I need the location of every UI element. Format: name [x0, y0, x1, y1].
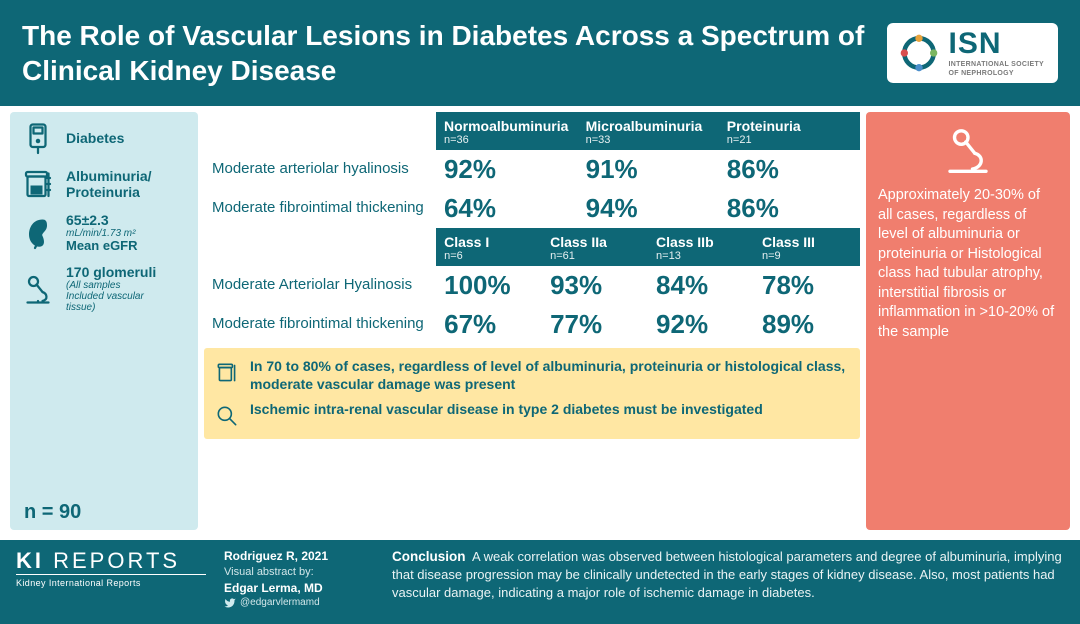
cell-value: 77%: [542, 305, 648, 344]
callout-item: In 70 to 80% of cases, regardless of lev…: [214, 354, 850, 397]
row-label: Moderate fibrointimal thickening: [204, 305, 436, 344]
ki-reports-logo: KI REPORTS Kidney International Reports: [16, 548, 206, 588]
glomeruli-note2: Included vascular: [66, 291, 156, 302]
table-row: Moderate Arteriolar Hyalinosis 100% 93% …: [204, 266, 860, 305]
cell-value: 100%: [436, 266, 542, 305]
right-panel: Approximately 20-30% of all cases, regar…: [866, 112, 1070, 530]
twitter-handle: @edgarvlermamd: [224, 596, 320, 610]
sidebar-label: Diabetes: [66, 130, 124, 146]
col-name: Normoalbuminuria: [444, 118, 568, 134]
col-name: Proteinuria: [727, 118, 801, 134]
table-row: Moderate fibrointimal thickening 67% 77%…: [204, 305, 860, 344]
credits: Rodriguez R, 2021 Visual abstract by: Ed…: [224, 548, 374, 614]
col-name: Class III: [762, 234, 815, 250]
col-n: n=13: [656, 250, 746, 262]
center-panel: Normoalbuminurian=36 Microalbuminurian=3…: [204, 112, 860, 530]
table-row: Moderate fibrointimal thickening 64% 94%…: [204, 189, 860, 228]
callout-text: In 70 to 80% of cases, regardless of lev…: [250, 358, 850, 393]
urine-cup-icon: [214, 360, 240, 386]
conclusion-label: Conclusion: [392, 549, 466, 564]
cell-value: 92%: [648, 305, 754, 344]
isn-logo: ISN INTERNATIONAL SOCIETY OF NEPHROLOGY: [887, 23, 1059, 83]
isn-logo-sub1: INTERNATIONAL SOCIETY: [949, 61, 1045, 68]
col-n: n=33: [586, 134, 711, 146]
table-header-row: Normoalbuminurian=36 Microalbuminurian=3…: [204, 112, 860, 150]
egfr-label: Mean eGFR: [66, 239, 138, 254]
glomeruli-value: 170 glomeruli: [66, 264, 156, 280]
col-name: Class I: [444, 234, 489, 250]
col-name: Class IIa: [550, 234, 607, 250]
table-histological-class: Class In=6 Class IIan=61 Class IIbn=13 C…: [204, 228, 860, 344]
callout-item: Ischemic intra-renal vascular disease in…: [214, 397, 850, 433]
cell-value: 84%: [648, 266, 754, 305]
magnifier-icon: [214, 403, 240, 429]
sample-size: n = 90: [20, 501, 188, 524]
glucometer-icon: [20, 120, 56, 156]
glomeruli-note1: (All samples: [66, 280, 156, 291]
egfr-value: 65±2.3: [66, 212, 138, 228]
cell-value: 78%: [754, 266, 860, 305]
sidebar-item-albuminuria: Albuminuria/ Proteinuria: [20, 166, 188, 202]
sidebar-label: Albuminuria/ Proteinuria: [66, 168, 188, 200]
conclusion: Conclusion A weak correlation was observ…: [392, 548, 1064, 601]
col-name: Class IIb: [656, 234, 714, 250]
isn-logo-sub2: OF NEPHROLOGY: [949, 70, 1045, 77]
col-n: n=9: [762, 250, 852, 262]
cell-value: 94%: [578, 189, 719, 228]
col-name: Microalbuminuria: [586, 118, 703, 134]
twitter-text: @edgarvlermamd: [240, 596, 320, 610]
sidebar: Diabetes Albuminuria/ Proteinuria: [10, 112, 198, 530]
header: The Role of Vascular Lesions in Diabetes…: [0, 0, 1080, 106]
microscope-icon: [941, 124, 995, 178]
cell-value: 92%: [436, 150, 578, 189]
row-label: Moderate arteriolar hyalinosis: [204, 150, 436, 189]
ki-subtitle: Kidney International Reports: [16, 574, 206, 588]
row-label: Moderate fibrointimal thickening: [204, 189, 436, 228]
conclusion-text: A weak correlation was observed between …: [392, 549, 1062, 600]
table-header-row: Class In=6 Class IIan=61 Class IIbn=13 C…: [204, 228, 860, 266]
isn-logo-icon: [897, 31, 941, 75]
cell-value: 64%: [436, 189, 578, 228]
right-text: Approximately 20-30% of all cases, regar…: [878, 186, 1058, 343]
citation: Rodriguez R, 2021: [224, 549, 328, 563]
ki-text-2: REPORTS: [53, 548, 180, 573]
kidney-icon: [20, 215, 56, 251]
urine-cup-icon: [20, 166, 56, 202]
cell-value: 89%: [754, 305, 860, 344]
cell-value: 67%: [436, 305, 542, 344]
twitter-icon: [224, 597, 236, 609]
cell-value: 93%: [542, 266, 648, 305]
col-n: n=21: [727, 134, 852, 146]
cell-value: 86%: [719, 189, 860, 228]
main-content: Diabetes Albuminuria/ Proteinuria: [0, 106, 1080, 534]
col-n: n=61: [550, 250, 640, 262]
table-albuminuria: Normoalbuminurian=36 Microalbuminurian=3…: [204, 112, 860, 228]
callout-text: Ischemic intra-renal vascular disease in…: [250, 401, 763, 419]
cell-value: 91%: [578, 150, 719, 189]
cell-value: 86%: [719, 150, 860, 189]
author-name: Edgar Lerma, MD: [224, 581, 323, 595]
col-n: n=36: [444, 134, 570, 146]
sidebar-item-egfr: 65±2.3 mL/min/1.73 m² Mean eGFR: [20, 212, 188, 254]
microscope-icon: [20, 271, 56, 307]
isn-logo-text: ISN: [949, 29, 1045, 59]
row-label: Moderate Arteriolar Hyalinosis: [204, 266, 436, 305]
sidebar-item-glomeruli: 170 glomeruli (All samples Included vasc…: [20, 264, 188, 313]
sidebar-item-diabetes: Diabetes: [20, 120, 188, 156]
footer: KI REPORTS Kidney International Reports …: [0, 534, 1080, 624]
page-title: The Role of Vascular Lesions in Diabetes…: [22, 18, 887, 88]
table-row: Moderate arteriolar hyalinosis 92% 91% 8…: [204, 150, 860, 189]
ki-text-1: KI: [16, 548, 44, 573]
infographic-frame: The Role of Vascular Lesions in Diabetes…: [0, 0, 1080, 624]
glomeruli-note3: tissue): [66, 302, 156, 313]
abstract-by-label: Visual abstract by:: [224, 566, 314, 578]
callouts-box: In 70 to 80% of cases, regardless of lev…: [204, 348, 860, 439]
col-n: n=6: [444, 250, 534, 262]
